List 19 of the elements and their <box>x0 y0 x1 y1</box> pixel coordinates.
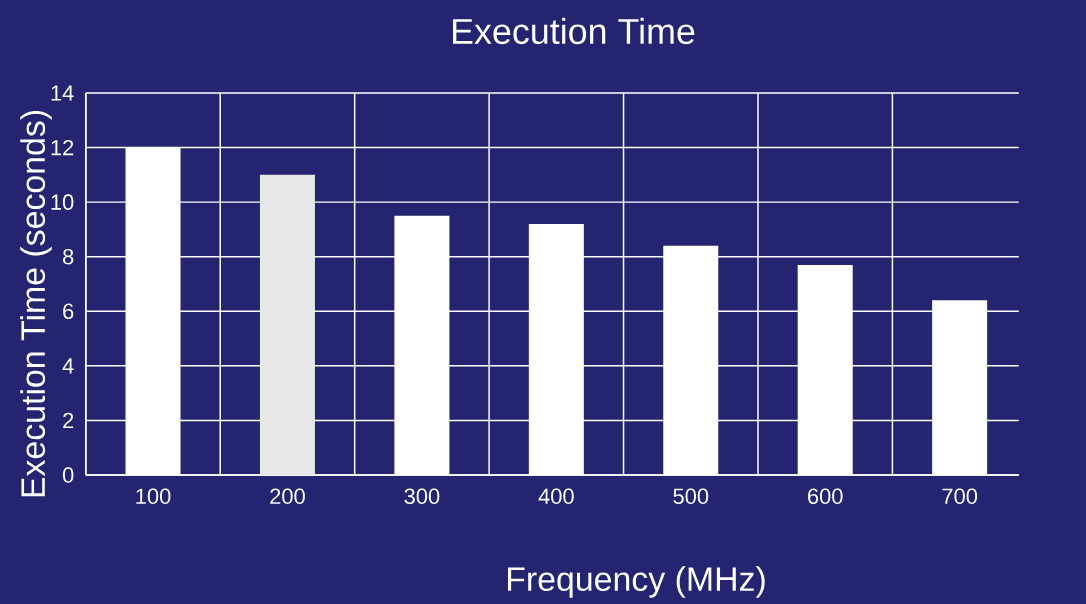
y-tick-label: 12 <box>51 139 74 156</box>
chart-title: Execution Time <box>453 17 695 45</box>
x-tick-label: 200 <box>270 488 305 505</box>
y-tick-label: 4 <box>62 358 74 374</box>
y-tick-label: 2 <box>63 412 74 429</box>
y-tick-label: 10 <box>51 194 74 210</box>
x-tick-label: 400 <box>538 488 574 505</box>
x-tick-label: 300 <box>404 488 440 505</box>
x-tick-label: 500 <box>673 488 709 505</box>
x-axis-title: Frequency (MHz) <box>507 566 765 598</box>
y-axis-title: Execution Time (seconds) <box>20 110 52 497</box>
x-tick-label: 100 <box>136 488 171 505</box>
bar <box>259 174 315 475</box>
y-tick-label: 6 <box>63 303 74 320</box>
x-tick-label: 700 <box>942 488 978 505</box>
x-tick-label: 600 <box>808 488 843 505</box>
y-tick-label: 0 <box>62 467 74 483</box>
y-tick-label: 14 <box>51 85 74 101</box>
y-tick-label: 8 <box>63 248 74 265</box>
